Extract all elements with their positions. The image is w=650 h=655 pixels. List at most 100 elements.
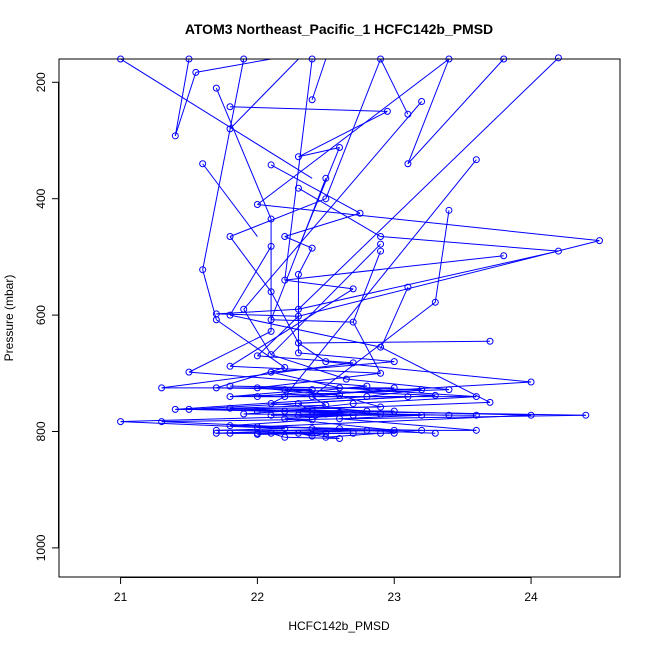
data-point bbox=[281, 363, 289, 371]
data-point bbox=[349, 359, 357, 367]
data-point bbox=[226, 382, 234, 390]
data-point bbox=[185, 405, 193, 413]
data-point bbox=[500, 252, 508, 260]
data-point bbox=[336, 384, 343, 392]
data-point bbox=[117, 418, 125, 426]
data-point bbox=[472, 411, 480, 419]
data-point bbox=[308, 244, 316, 252]
data-point bbox=[377, 369, 385, 377]
series-line-segment bbox=[120, 421, 285, 430]
data-point bbox=[390, 426, 398, 434]
series-line-segment bbox=[311, 301, 436, 397]
data-point bbox=[336, 391, 343, 399]
data-point bbox=[595, 237, 603, 245]
data-point bbox=[267, 351, 275, 359]
data-point bbox=[267, 316, 275, 324]
y-tick-label: 400 bbox=[34, 188, 48, 208]
data-point bbox=[322, 401, 330, 409]
data-point bbox=[294, 153, 302, 161]
data-point bbox=[418, 411, 426, 419]
data-point bbox=[322, 358, 330, 366]
data-point bbox=[418, 97, 426, 105]
data-point bbox=[253, 430, 261, 438]
series-line-segment bbox=[353, 396, 477, 405]
data-point bbox=[267, 400, 275, 408]
data-point bbox=[363, 382, 371, 390]
data-point bbox=[226, 429, 234, 437]
data-point bbox=[390, 429, 398, 437]
y-tick-label: 1000 bbox=[34, 534, 48, 561]
series-line-segment bbox=[271, 361, 395, 373]
data-point bbox=[267, 327, 275, 335]
data-point bbox=[294, 312, 302, 320]
data-point bbox=[349, 318, 357, 326]
series-line-segment bbox=[230, 389, 449, 398]
series-line-segment bbox=[339, 387, 477, 398]
data-point bbox=[308, 407, 316, 415]
series-line-segment bbox=[230, 365, 381, 374]
data-point bbox=[226, 311, 234, 319]
series-line-segment bbox=[298, 352, 395, 363]
data-point bbox=[322, 429, 330, 437]
data-point bbox=[226, 103, 234, 111]
data-point bbox=[212, 429, 220, 437]
x-axis: 21 22 23 24 bbox=[114, 577, 538, 604]
data-point bbox=[377, 403, 385, 411]
data-point bbox=[431, 391, 439, 399]
data-point bbox=[431, 298, 439, 306]
data-point bbox=[582, 411, 590, 419]
data-point bbox=[554, 247, 562, 255]
data-point bbox=[472, 426, 480, 434]
data-point bbox=[212, 426, 220, 434]
series-line-segment bbox=[257, 204, 600, 242]
data-point bbox=[281, 415, 289, 423]
data-point bbox=[294, 270, 302, 278]
series-line-segment bbox=[230, 385, 422, 391]
data-point bbox=[377, 233, 385, 241]
chart-title: ATOM3 Northeast_Pacific_1 HCFC142b_PMSD bbox=[185, 21, 493, 37]
data-point bbox=[431, 429, 439, 437]
data-point bbox=[418, 386, 426, 394]
series-line-segment bbox=[257, 58, 450, 205]
data-point bbox=[199, 266, 207, 274]
data-point bbox=[294, 349, 302, 357]
series-line-segment bbox=[298, 340, 491, 344]
data-point bbox=[226, 404, 234, 412]
data-point bbox=[322, 174, 330, 182]
data-point bbox=[226, 422, 234, 430]
series-line-segment bbox=[229, 198, 327, 237]
series-line-segment bbox=[215, 87, 272, 220]
data-point bbox=[322, 195, 330, 203]
data-point bbox=[527, 378, 535, 386]
data-point bbox=[267, 429, 275, 437]
data-point bbox=[281, 276, 289, 284]
series-line-segment bbox=[174, 72, 197, 136]
data-point bbox=[226, 393, 234, 401]
data-point bbox=[349, 400, 357, 408]
data-point bbox=[281, 425, 289, 433]
data-point bbox=[336, 143, 343, 151]
data-point bbox=[253, 352, 261, 360]
series-line-segment bbox=[229, 58, 299, 130]
series-line-segment bbox=[257, 315, 299, 357]
data-point bbox=[322, 433, 330, 441]
series-line-segment bbox=[257, 372, 381, 389]
data-point bbox=[192, 68, 200, 76]
data-point bbox=[308, 96, 316, 104]
y-tick-label: 600 bbox=[34, 305, 48, 325]
data-point bbox=[445, 386, 453, 394]
series-line-segment bbox=[380, 286, 409, 350]
y-axis: 200 400 600 800 1000 bbox=[34, 72, 59, 561]
series-line-segment bbox=[257, 387, 340, 396]
series-line-segment bbox=[298, 342, 327, 363]
series-line-segment bbox=[257, 432, 354, 435]
data-point bbox=[390, 407, 398, 415]
data-point bbox=[199, 160, 207, 168]
series-line-segment bbox=[325, 432, 381, 438]
y-axis-label: Pressure (mbar) bbox=[2, 275, 16, 362]
series-line-segment bbox=[175, 396, 367, 410]
series-line-segment bbox=[188, 330, 272, 373]
data-point bbox=[158, 418, 166, 426]
series-line-segment bbox=[298, 247, 313, 275]
